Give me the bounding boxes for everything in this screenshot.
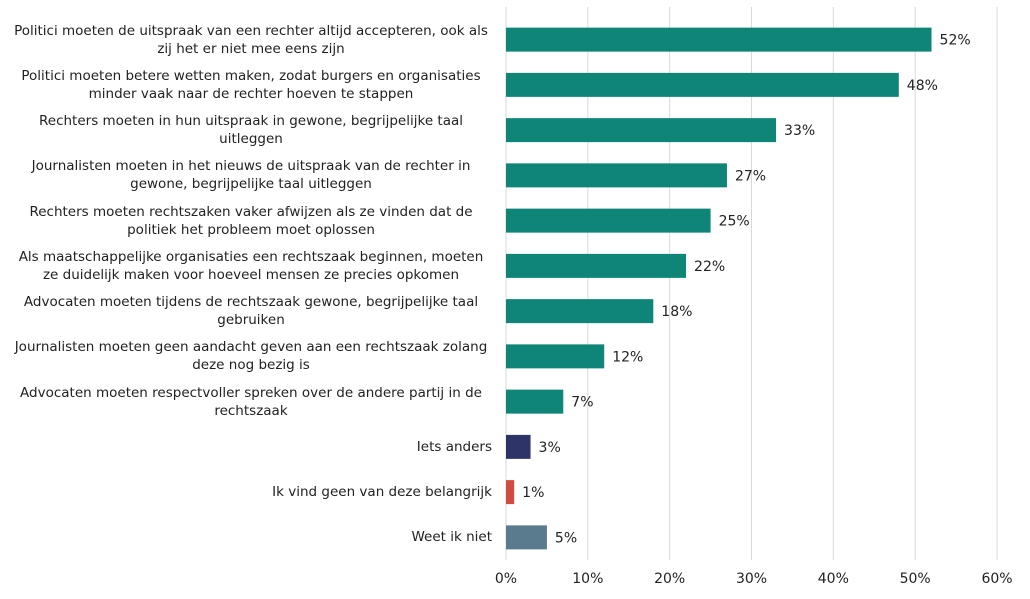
value-label: 12% <box>612 349 643 365</box>
x-tick-label: 10% <box>572 571 603 587</box>
bar <box>506 118 777 143</box>
x-tick-label: 60% <box>981 571 1012 587</box>
category-label: Weet ik niet <box>411 529 492 546</box>
bar <box>506 434 531 459</box>
category-label: Journalisten moeten in het nieuws de uit… <box>31 158 471 193</box>
category-label: Rechters moeten in hun uitspraak in gewo… <box>38 113 464 148</box>
category-label: Journalisten moeten geen aandacht geven … <box>14 339 488 374</box>
x-tick-label: 20% <box>654 571 685 587</box>
bar <box>506 163 727 188</box>
value-label: 7% <box>571 395 593 411</box>
value-label: 33% <box>784 123 815 139</box>
bar <box>506 208 711 233</box>
bar <box>506 525 547 550</box>
bar <box>506 253 687 278</box>
bar <box>506 344 605 369</box>
value-label: 52% <box>940 33 971 49</box>
x-tick-label: 0% <box>495 571 517 587</box>
bar <box>506 27 932 52</box>
value-label: 18% <box>661 304 692 320</box>
category-label: Iets anders <box>416 438 492 455</box>
bar <box>506 72 899 97</box>
value-label: 22% <box>694 259 725 275</box>
value-label: 25% <box>719 214 750 230</box>
category-label: Politici moeten de uitspraak van een rec… <box>14 22 488 57</box>
bar <box>506 299 654 324</box>
category-label: Als maatschappelijke organisaties een re… <box>18 248 484 283</box>
value-label: 1% <box>522 485 544 501</box>
bar <box>506 480 515 505</box>
category-label: Rechters moeten rechtszaken vaker afwijz… <box>29 203 473 238</box>
x-tick-label: 40% <box>818 571 849 587</box>
category-label: Advocaten moeten tijdens de rechtszaak g… <box>23 294 479 329</box>
category-label: Advocaten moeten respectvoller spreken o… <box>20 384 482 419</box>
value-label: 48% <box>907 78 938 94</box>
value-label: 5% <box>555 530 577 546</box>
bar <box>506 389 564 414</box>
x-tick-label: 50% <box>900 571 931 587</box>
category-label: Politici moeten betere wetten maken, zod… <box>21 67 481 102</box>
x-tick-label: 30% <box>736 571 767 587</box>
value-label: 3% <box>539 440 561 456</box>
value-label: 27% <box>735 168 766 184</box>
category-label: Ik vind geen van deze belangrijk <box>272 484 492 501</box>
